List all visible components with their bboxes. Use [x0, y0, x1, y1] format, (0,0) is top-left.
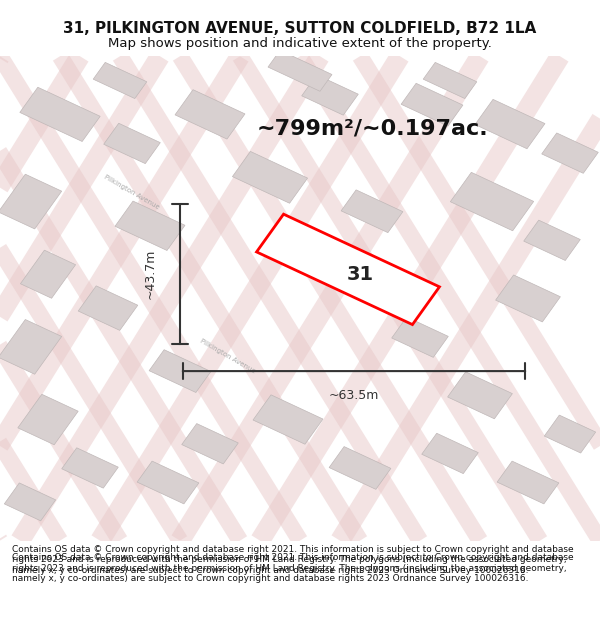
Polygon shape [542, 133, 598, 173]
Polygon shape [232, 151, 308, 203]
Polygon shape [496, 275, 560, 322]
Polygon shape [302, 75, 358, 115]
Polygon shape [0, 174, 62, 229]
Text: Contains OS data © Crown copyright and database right 2021. This information is : Contains OS data © Crown copyright and d… [12, 553, 574, 583]
Polygon shape [253, 395, 323, 444]
Polygon shape [329, 447, 391, 489]
Polygon shape [20, 88, 100, 141]
Polygon shape [423, 62, 477, 99]
Polygon shape [104, 123, 160, 164]
Polygon shape [115, 201, 185, 251]
Polygon shape [392, 317, 448, 357]
Polygon shape [524, 220, 580, 261]
Text: ~43.7m: ~43.7m [143, 249, 157, 299]
Polygon shape [451, 173, 533, 231]
Polygon shape [20, 250, 76, 298]
Polygon shape [18, 394, 78, 445]
Polygon shape [4, 483, 56, 521]
Polygon shape [268, 50, 332, 91]
Polygon shape [62, 448, 118, 488]
Polygon shape [175, 89, 245, 139]
Text: Contains OS data © Crown copyright and database right 2021. This information is : Contains OS data © Crown copyright and d… [12, 545, 574, 574]
Polygon shape [475, 99, 545, 149]
Polygon shape [78, 286, 138, 331]
Text: ~799m²/~0.197ac.: ~799m²/~0.197ac. [256, 119, 488, 139]
Polygon shape [149, 350, 211, 392]
Text: Pilkington Avenue: Pilkington Avenue [199, 338, 257, 375]
Polygon shape [544, 415, 596, 453]
Polygon shape [0, 319, 62, 374]
Polygon shape [341, 190, 403, 232]
Text: Map shows position and indicative extent of the property.: Map shows position and indicative extent… [108, 38, 492, 50]
Polygon shape [497, 461, 559, 504]
Text: Pilkington Avenue: Pilkington Avenue [103, 174, 161, 210]
Polygon shape [422, 433, 478, 474]
Text: 31, PILKINGTON AVENUE, SUTTON COLDFIELD, B72 1LA: 31, PILKINGTON AVENUE, SUTTON COLDFIELD,… [64, 21, 536, 36]
Polygon shape [448, 372, 512, 419]
Polygon shape [257, 214, 439, 324]
Polygon shape [401, 83, 463, 126]
Text: 31: 31 [346, 265, 374, 284]
Text: ~63.5m: ~63.5m [329, 389, 379, 402]
Polygon shape [93, 62, 147, 99]
Polygon shape [137, 461, 199, 504]
Polygon shape [182, 424, 238, 464]
